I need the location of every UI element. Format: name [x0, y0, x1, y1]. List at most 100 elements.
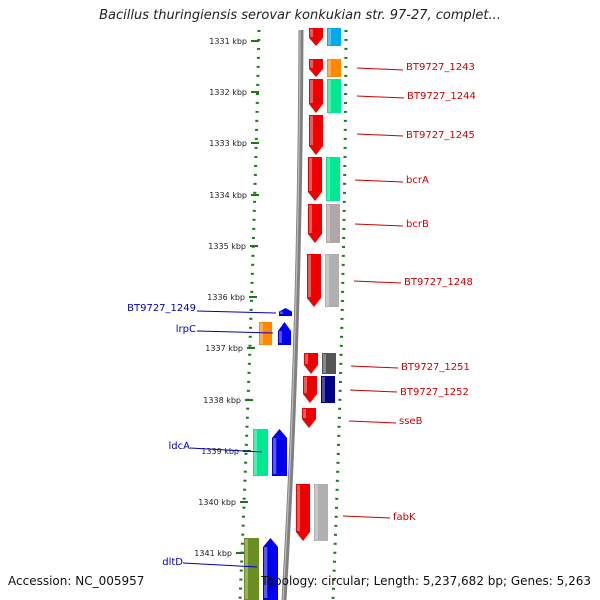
gene-arrow[interactable] [263, 538, 278, 600]
gene-label-left[interactable]: ldcA [169, 441, 263, 453]
gene-name[interactable]: BT9727_1252 [400, 387, 469, 398]
cog-block[interactable] [253, 429, 268, 476]
accession-text: Accession: NC_005957 [8, 574, 145, 588]
tick-label: 1340 kbp [198, 498, 236, 507]
cog-block[interactable] [244, 538, 259, 600]
gene-label-right[interactable]: sseB [348, 416, 423, 427]
cog-block[interactable] [321, 376, 335, 403]
gene-label-right[interactable]: BT9727_1251 [350, 362, 470, 373]
gene-arrow[interactable] [296, 484, 310, 541]
gene-name[interactable]: ldcA [169, 441, 191, 452]
gene-name[interactable]: lrpC [176, 324, 196, 335]
gene-name[interactable]: BT9727_1244 [407, 91, 476, 102]
cog-block[interactable] [325, 254, 339, 307]
gene-labels[interactable]: BT9727_1243 BT9727_1244 BT9727_1245 bcrA bcr… [127, 62, 476, 568]
gene-arrow[interactable] [303, 376, 317, 403]
leader-line [196, 310, 277, 314]
cog-block[interactable] [322, 353, 336, 374]
leader-line [356, 133, 404, 137]
backbone-line [281, 29, 304, 600]
right-track-line [331, 29, 348, 600]
track-dotted-lines [238, 29, 348, 600]
gene-name[interactable]: BT9727_1248 [404, 277, 473, 288]
cog-block-shade [326, 255, 329, 306]
gene-label-left[interactable]: BT9727_1249 [127, 303, 277, 314]
leader-line [348, 420, 397, 424]
gene-label-right[interactable]: bcrA [354, 175, 429, 186]
cog-block-shade [328, 29, 331, 45]
tick-label: 1331 kbp [209, 37, 247, 46]
cog-block-shade [327, 205, 330, 242]
gene-label-right[interactable]: BT9727_1243 [356, 62, 475, 73]
cog-block-shade [328, 60, 331, 76]
genome-backbone [281, 29, 304, 600]
gene-label-right[interactable]: bcrB [354, 219, 429, 230]
leader-line [356, 67, 404, 71]
cog-block-shade [328, 80, 331, 112]
cog-block[interactable] [326, 204, 340, 243]
cog-block[interactable] [327, 28, 341, 46]
tick-label: 1336 kbp [207, 293, 245, 302]
cog-block[interactable] [326, 157, 340, 201]
gene-arrow[interactable] [272, 429, 287, 476]
gene-arrow[interactable] [308, 157, 322, 201]
gene-arrow[interactable] [309, 28, 323, 46]
gene-name[interactable]: BT9727_1245 [406, 130, 475, 141]
backbone-highlight [282, 29, 301, 600]
gene-arrow[interactable] [309, 79, 323, 113]
cog-block-shade [323, 354, 326, 373]
tick-label: 1334 kbp [209, 191, 247, 200]
leader-line [182, 562, 258, 568]
leader-line [354, 179, 404, 183]
leader-line [349, 389, 398, 393]
gene-label-right[interactable]: BT9727_1248 [353, 277, 473, 288]
leader-line [189, 447, 263, 453]
gene-label-right[interactable]: BT9727_1245 [356, 130, 475, 141]
leader-line [354, 223, 404, 227]
gene-label-right[interactable]: fabK [342, 512, 416, 523]
cog-block[interactable] [327, 59, 341, 77]
gene-label-left[interactable]: lrpC [176, 324, 274, 335]
gene-arrow[interactable] [278, 322, 291, 345]
cog-block-shade [327, 158, 330, 200]
gene-arrow[interactable] [309, 59, 323, 77]
cog-block[interactable] [259, 322, 272, 345]
gene-label-left[interactable]: dltD [162, 557, 258, 568]
gene-arrow[interactable] [307, 254, 321, 307]
gene-name[interactable]: BT9727_1251 [401, 362, 470, 373]
gene-name[interactable]: bcrA [406, 175, 429, 186]
gene-label-right[interactable]: BT9727_1252 [349, 387, 469, 398]
gene-arrow[interactable] [308, 204, 322, 243]
tick-label: 1338 kbp [203, 396, 241, 405]
gene-label-right[interactable]: BT9727_1244 [356, 91, 476, 102]
gene-name[interactable]: dltD [162, 557, 183, 568]
gene-name[interactable]: sseB [399, 416, 423, 427]
gene-name[interactable]: BT9727_1243 [406, 62, 475, 73]
cog-block-shade [322, 377, 325, 402]
tick-label: 1333 kbp [209, 139, 247, 148]
tick-label: 1341 kbp [194, 549, 232, 558]
gene-arrow[interactable] [309, 115, 323, 155]
cog-block-shade [254, 430, 257, 475]
gene-arrow[interactable] [279, 308, 292, 316]
gene-name[interactable]: bcrB [406, 219, 429, 230]
leader-line [356, 95, 405, 99]
cog-block-shade [315, 485, 318, 540]
cog-block[interactable] [314, 484, 328, 541]
cog-block[interactable] [327, 79, 341, 113]
leader-line [342, 515, 391, 519]
gene-arrow[interactable] [304, 353, 318, 374]
gene-arrow[interactable] [302, 408, 316, 428]
cog-block-shade [260, 323, 263, 344]
map-title: Bacillus thuringiensis serovar konkukian… [99, 8, 501, 23]
leader-line [350, 365, 399, 369]
gene-features[interactable] [244, 28, 341, 600]
cog-block-shade [245, 539, 248, 599]
tick-label: 1332 kbp [209, 88, 247, 97]
gene-name[interactable]: BT9727_1249 [127, 303, 196, 314]
leader-line [353, 280, 402, 284]
tick-label: 1337 kbp [205, 344, 243, 353]
leader-line [196, 330, 274, 334]
gene-name[interactable]: fabK [393, 512, 416, 523]
